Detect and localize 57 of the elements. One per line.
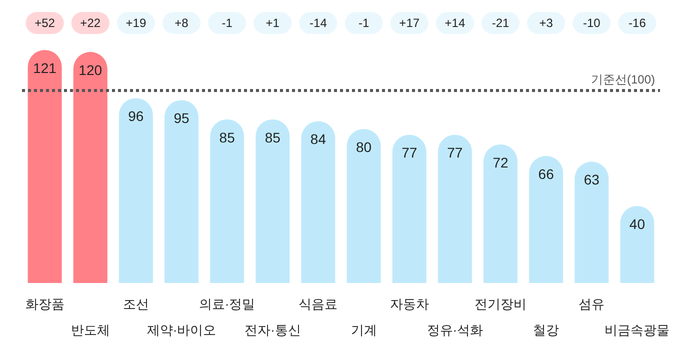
data-label: 63: [584, 172, 600, 188]
text: +22: [80, 16, 101, 30]
bar: [346, 128, 381, 283]
data-label: 72: [492, 154, 508, 170]
data-label: 77: [447, 144, 463, 161]
x-tick-label: 정유·석화: [426, 322, 484, 338]
text: +52: [34, 16, 56, 30]
data-label: 66: [538, 166, 554, 182]
bar: [28, 50, 62, 283]
text: -1: [222, 16, 233, 30]
bar: [301, 121, 336, 283]
x-tick-label: 기계: [350, 322, 377, 338]
text: -16: [628, 16, 646, 30]
data-label: 85: [219, 129, 236, 146]
x-tick-label: 섬유: [578, 296, 605, 312]
data-label: 77: [402, 144, 418, 161]
bar: [484, 144, 518, 283]
data-label: 84: [310, 131, 326, 148]
data-label: 120: [78, 62, 102, 78]
x-tick-label: 조선: [122, 296, 149, 312]
x-tick-label: 화장품: [25, 296, 64, 312]
x-tick-label: 자동차: [390, 296, 429, 312]
data-label: 96: [128, 108, 144, 124]
x-tick-label: 전기장비: [474, 296, 526, 312]
text: +3: [539, 16, 554, 30]
text: -10: [582, 16, 601, 30]
data-label: 95: [174, 110, 190, 126]
x-tick-label: 식음료: [298, 296, 338, 312]
bar: [574, 162, 609, 283]
x-tick-label: 의료·정밀: [198, 296, 256, 312]
bar: [164, 100, 198, 283]
x-tick-label: 철강: [533, 322, 560, 338]
text: +8: [174, 16, 189, 30]
data-label: 121: [33, 60, 57, 76]
ref-line-label: 기준선(100): [590, 72, 655, 86]
bar: [438, 134, 472, 283]
text: -1: [358, 16, 370, 30]
text: -14: [310, 16, 328, 30]
data-label: 40: [629, 216, 646, 232]
x-tick-label: 반도체: [70, 322, 110, 338]
text: -21: [492, 16, 510, 30]
x-tick-label: 비금속광물: [604, 322, 670, 338]
bar: [118, 98, 153, 283]
text: +19: [126, 16, 146, 30]
bar: [392, 134, 426, 283]
data-label: 85: [264, 129, 281, 146]
text: +1: [266, 16, 280, 30]
bar: [620, 206, 654, 283]
bar: [529, 156, 564, 283]
bar: [256, 119, 290, 283]
text: +14: [444, 16, 466, 30]
x-tick-label: 전자·통신: [244, 322, 301, 338]
bar: [210, 119, 244, 283]
data-label: 80: [356, 138, 372, 155]
text: +17: [399, 16, 420, 30]
bar: [73, 52, 108, 283]
x-tick-label: 제약·바이오: [146, 322, 216, 338]
